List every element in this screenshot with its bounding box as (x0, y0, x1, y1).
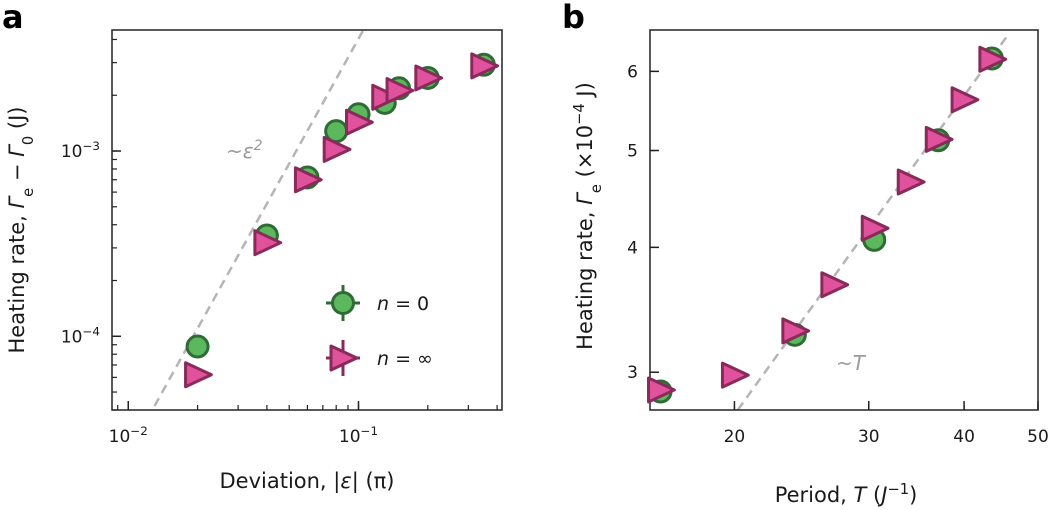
data-point (720, 361, 750, 389)
data-point (781, 317, 811, 345)
data-point (344, 108, 374, 136)
data-point (185, 334, 210, 359)
data-point (293, 166, 323, 194)
data-point (924, 125, 954, 153)
x-axis-label: Deviation, |ε| (π) (219, 469, 394, 494)
panel-a: a 10−2 10−1 10−4 10−3 Deviation, |ε| (π) Heati… (2, 0, 503, 494)
data-point (978, 45, 1008, 73)
data-point (253, 229, 283, 257)
fit-annotation: ~ε2 (226, 138, 263, 163)
fit-line (153, 30, 365, 407)
panel-letter: b (562, 0, 585, 36)
fit-annotation: ~T (836, 351, 867, 375)
panel-letter: a (2, 0, 24, 36)
data-point (896, 168, 926, 196)
panel-b: b 20 30 40 50 3 4 5 6 Period, T (J−1) Heating rate… (562, 0, 1049, 507)
series-ninf (647, 45, 1008, 404)
series-n0 (648, 46, 1004, 404)
x-tick-label: 30 (858, 427, 880, 447)
legend: n = 0 n = ∞ (326, 285, 433, 376)
data-point (950, 86, 980, 114)
data-point (820, 271, 850, 299)
plot-frame (649, 29, 1039, 411)
y-tick-label: 5 (627, 142, 638, 162)
x-tick-label: 40 (953, 427, 975, 447)
legend-label: n = ∞ (377, 348, 433, 370)
data-point (470, 52, 500, 80)
legend-label: n = 0 (377, 293, 429, 315)
x-tick-label: 20 (724, 427, 746, 447)
x-axis-label: Period, T (J−1) (775, 481, 918, 508)
legend-marker-triangle (329, 344, 359, 372)
y-axis-label: Heating rate, Γe (×10−4 J) (571, 82, 605, 350)
data-point (322, 135, 352, 163)
legend-marker-circle (331, 291, 355, 315)
series-ninf (184, 52, 500, 389)
y-tick-label: 6 (627, 62, 638, 82)
data-point (385, 77, 415, 105)
x-tick-label: 50 (1027, 427, 1049, 447)
data-point (860, 214, 890, 242)
y-tick-label: 3 (627, 363, 638, 383)
y-tick-label: 10−3 (61, 139, 100, 162)
data-point (647, 376, 676, 404)
y-tick-label: 10−4 (61, 324, 100, 347)
data-point (184, 361, 213, 389)
y-axis-label: Heating rate, Γe − Γ0 (J) (5, 106, 37, 353)
y-tick-label: 4 (627, 238, 638, 258)
x-tick-label: 10−2 (109, 424, 148, 447)
plot-frame (111, 29, 503, 411)
data-point (414, 64, 444, 92)
x-tick-label: 10−1 (339, 424, 378, 447)
minor-ticks (112, 38, 498, 411)
